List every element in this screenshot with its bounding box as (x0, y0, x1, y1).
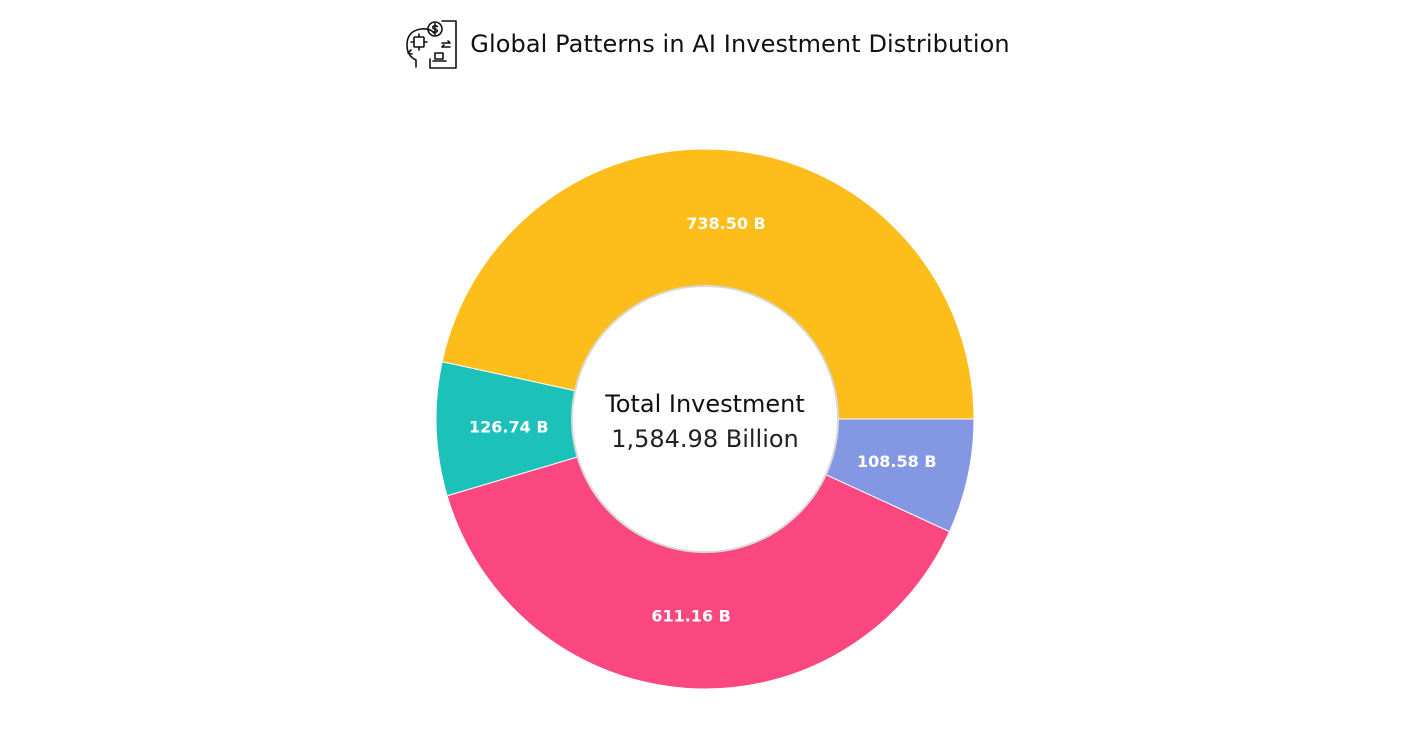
donut-slice[interactable] (435, 361, 706, 497)
donut-slice[interactable] (446, 418, 951, 690)
labels-group: 108.58 B 611.16 B 126.74 B 738.50 B (469, 214, 937, 626)
slice-value-label: 126.74 B (469, 417, 549, 436)
slice-value-label: 108.58 B (857, 452, 937, 471)
donut-slice[interactable] (441, 148, 975, 420)
donut-hole (571, 285, 839, 553)
ai-investment-icon (402, 17, 458, 71)
center-title: Total Investment (604, 390, 805, 418)
chart-title: Global Patterns in AI Investment Distrib… (470, 30, 1010, 58)
slices-group (435, 148, 975, 690)
center-value: 1,584.98 Billion (611, 425, 799, 453)
slice-value-label: 611.16 B (651, 607, 731, 626)
slice-value-label: 738.50 B (686, 214, 766, 233)
chart-header: Global Patterns in AI Investment Distrib… (0, 16, 1412, 72)
